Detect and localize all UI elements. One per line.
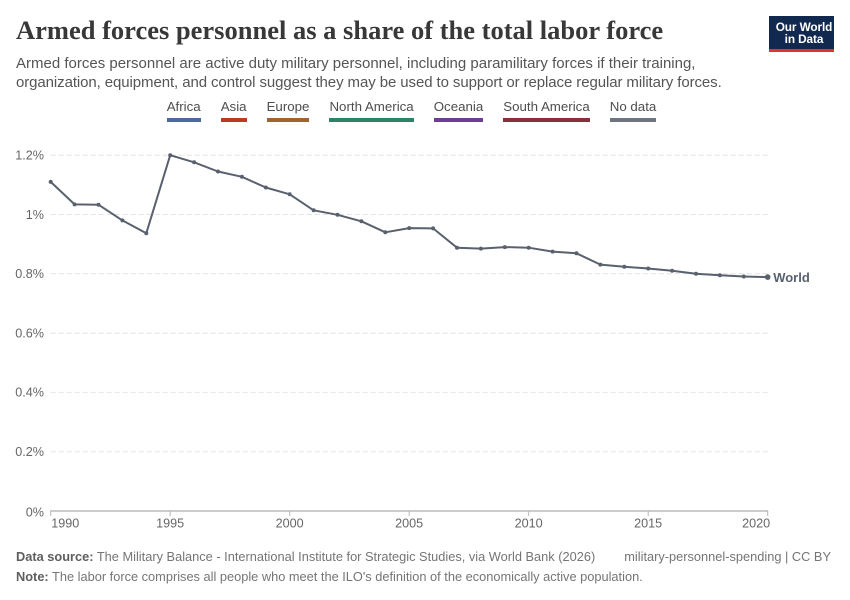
svg-text:1990: 1990 [51,517,79,531]
svg-text:0.8%: 0.8% [15,267,44,281]
svg-text:1.2%: 1.2% [15,149,44,163]
svg-text:2000: 2000 [276,517,304,531]
svg-text:1995: 1995 [156,517,184,531]
svg-text:2010: 2010 [515,517,543,531]
svg-text:1%: 1% [26,208,44,222]
svg-text:2005: 2005 [395,517,423,531]
svg-text:World: World [773,270,810,285]
svg-text:0.2%: 0.2% [15,445,44,459]
svg-text:0.4%: 0.4% [15,386,44,400]
svg-text:2020: 2020 [742,517,770,531]
svg-text:0%: 0% [26,506,44,520]
svg-text:0.6%: 0.6% [15,326,44,340]
svg-text:2015: 2015 [634,517,662,531]
